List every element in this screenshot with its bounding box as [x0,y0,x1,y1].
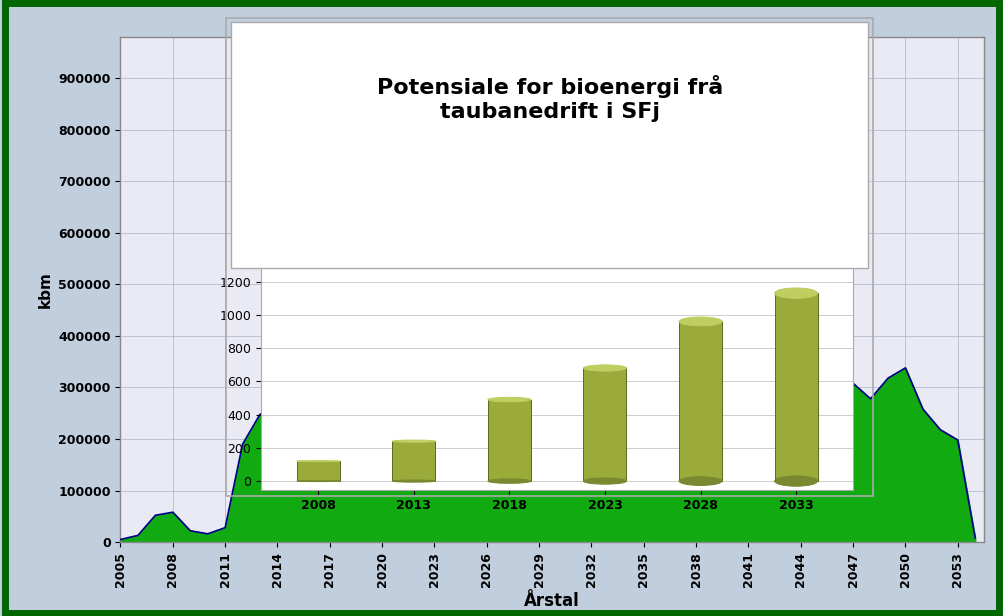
Bar [487,400,531,481]
Ellipse shape [583,478,626,484]
Bar [583,368,626,481]
Ellipse shape [583,365,626,371]
Bar [678,322,721,481]
Ellipse shape [392,440,435,442]
Text: Potensiale for bioenergi frå
taubanedrift i SFj: Potensiale for bioenergi frå taubanedrif… [377,76,722,122]
Ellipse shape [392,480,435,482]
Bar [297,461,340,481]
Bar [392,441,435,481]
Ellipse shape [487,397,531,402]
Ellipse shape [678,317,721,326]
Ellipse shape [487,479,531,484]
X-axis label: Årstal: Årstal [524,593,580,610]
Bar [773,293,816,481]
Ellipse shape [678,477,721,485]
Y-axis label: kbm: kbm [38,271,52,308]
Ellipse shape [297,480,340,482]
Ellipse shape [773,288,816,298]
Ellipse shape [773,476,816,486]
